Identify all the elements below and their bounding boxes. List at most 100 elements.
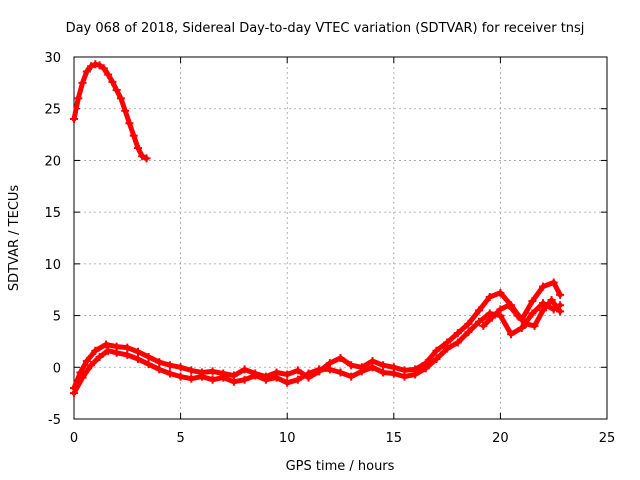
data-point xyxy=(453,338,462,347)
data-point xyxy=(517,323,526,332)
data-point xyxy=(142,154,151,163)
ticks-layer: 0 5 10 15 20 25 -5 0 5 10 15 20 25 30 xyxy=(44,51,615,446)
grid-layer xyxy=(74,57,607,419)
data-point xyxy=(99,64,108,73)
data-point xyxy=(496,305,505,314)
data-point xyxy=(400,372,409,381)
data-point xyxy=(539,282,548,291)
data-point xyxy=(123,350,132,359)
data-point xyxy=(82,67,91,76)
y-axis-label: SDTVAR / TECUs xyxy=(7,185,22,292)
data-point xyxy=(379,361,388,370)
data-point xyxy=(539,299,548,308)
data-point xyxy=(121,106,130,115)
data-point xyxy=(155,365,164,374)
data-point xyxy=(240,375,249,384)
data-point xyxy=(283,370,292,379)
data-point xyxy=(421,364,430,373)
data-point xyxy=(133,144,142,153)
data-point xyxy=(125,119,134,128)
series-line xyxy=(71,300,563,396)
data-point xyxy=(138,152,147,161)
data-layer xyxy=(70,60,565,398)
data-point xyxy=(556,290,565,299)
data-point xyxy=(411,370,420,379)
data-point xyxy=(87,361,96,370)
y-tick-label: 5 xyxy=(53,310,61,325)
data-point xyxy=(485,309,494,318)
data-point xyxy=(78,78,87,87)
data-point xyxy=(155,358,164,367)
data-point xyxy=(336,353,345,362)
x-tick-label: 15 xyxy=(386,431,403,446)
data-point xyxy=(479,321,488,330)
plot-frame xyxy=(73,56,608,420)
data-point xyxy=(176,372,185,381)
data-point xyxy=(443,344,452,353)
data-point xyxy=(496,288,505,297)
data-point xyxy=(82,357,91,366)
y-tick-label: 25 xyxy=(44,103,61,118)
data-point xyxy=(528,309,537,318)
data-point xyxy=(87,62,96,71)
data-point xyxy=(389,369,398,378)
data-point xyxy=(229,377,238,386)
data-point xyxy=(208,367,217,376)
data-point xyxy=(70,389,78,398)
data-point xyxy=(208,375,217,384)
data-point xyxy=(432,355,441,364)
data-point xyxy=(95,352,104,361)
data-point xyxy=(272,373,281,382)
data-point xyxy=(487,313,496,322)
data-point xyxy=(475,306,484,315)
x-axis-label: GPS time / hours xyxy=(286,459,395,474)
data-point xyxy=(165,369,174,378)
data-point xyxy=(187,366,196,375)
y-tick-label: 10 xyxy=(44,258,61,273)
data-point xyxy=(304,369,313,378)
data-point xyxy=(507,330,516,339)
data-point xyxy=(464,328,473,337)
x-tick-label: 25 xyxy=(599,431,616,446)
data-point xyxy=(240,365,249,374)
data-point xyxy=(453,329,462,338)
y-tick-label: 0 xyxy=(53,361,61,376)
data-point xyxy=(133,355,142,364)
data-point xyxy=(219,373,228,382)
data-point xyxy=(528,297,537,306)
data-point xyxy=(108,77,117,86)
x-tick-label: 20 xyxy=(492,431,509,446)
series-early-arc xyxy=(70,60,151,163)
data-point xyxy=(368,363,377,372)
y-tick-label: 30 xyxy=(44,51,61,66)
data-point xyxy=(432,346,441,355)
data-point xyxy=(112,348,121,357)
data-point xyxy=(464,319,473,328)
series-main-track-a xyxy=(70,278,565,392)
data-point xyxy=(78,373,87,382)
y-tick-label: -5 xyxy=(48,413,61,428)
data-point xyxy=(547,296,556,305)
series-main-track-b xyxy=(70,299,565,398)
data-point xyxy=(144,352,153,361)
data-point xyxy=(504,301,513,310)
data-point xyxy=(70,115,78,124)
x-tick-label: 10 xyxy=(279,431,296,446)
data-point xyxy=(347,361,356,370)
data-point xyxy=(293,366,302,375)
data-point xyxy=(112,86,121,95)
data-point xyxy=(133,347,142,356)
data-point xyxy=(187,374,196,383)
data-point xyxy=(91,346,100,355)
x-tick-label: 0 xyxy=(70,431,78,446)
data-point xyxy=(379,368,388,377)
data-point xyxy=(74,94,83,103)
x-tick-label: 5 xyxy=(176,431,184,446)
data-point xyxy=(521,319,530,328)
data-point xyxy=(261,375,270,384)
data-point xyxy=(556,307,565,316)
data-point xyxy=(347,372,356,381)
data-point xyxy=(101,340,110,349)
data-point xyxy=(315,365,324,374)
